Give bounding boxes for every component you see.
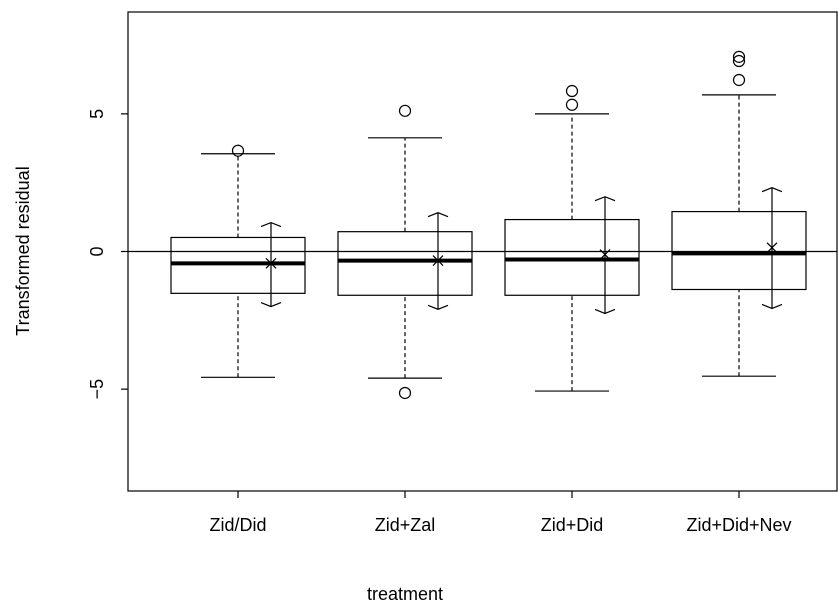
outlier — [732, 54, 746, 68]
outlier — [231, 144, 245, 157]
error-cap — [260, 301, 282, 308]
x-tick-label: Zid/Did — [209, 515, 266, 535]
error-cap — [761, 186, 783, 193]
outlier — [565, 98, 579, 111]
y-tick-label: −5 — [87, 379, 107, 400]
box — [337, 231, 473, 296]
x-tick-label: Zid+Zal — [375, 515, 436, 535]
y-tick-label: 0 — [87, 246, 107, 256]
error-cap — [594, 308, 616, 315]
y-axis-label: Transformed residual — [13, 166, 33, 335]
error-cap — [594, 196, 616, 202]
error-cap — [427, 304, 449, 310]
x-axis-label: treatment — [367, 584, 443, 604]
outlier — [732, 50, 746, 63]
outlier — [565, 84, 579, 98]
box — [504, 218, 640, 296]
mean-marker — [265, 257, 277, 269]
error-cap — [761, 303, 783, 310]
error-cap — [260, 221, 282, 228]
error-cap — [427, 212, 449, 218]
box — [170, 236, 306, 294]
mean-marker — [432, 255, 444, 267]
x-tick-label: Zid+Did+Nev — [686, 515, 791, 535]
outlier — [398, 104, 412, 117]
box — [671, 210, 807, 291]
y-tick-label: 5 — [87, 109, 107, 119]
outlier — [732, 73, 746, 87]
outlier — [398, 386, 412, 400]
x-tick-label: Zid+Did — [541, 515, 604, 535]
